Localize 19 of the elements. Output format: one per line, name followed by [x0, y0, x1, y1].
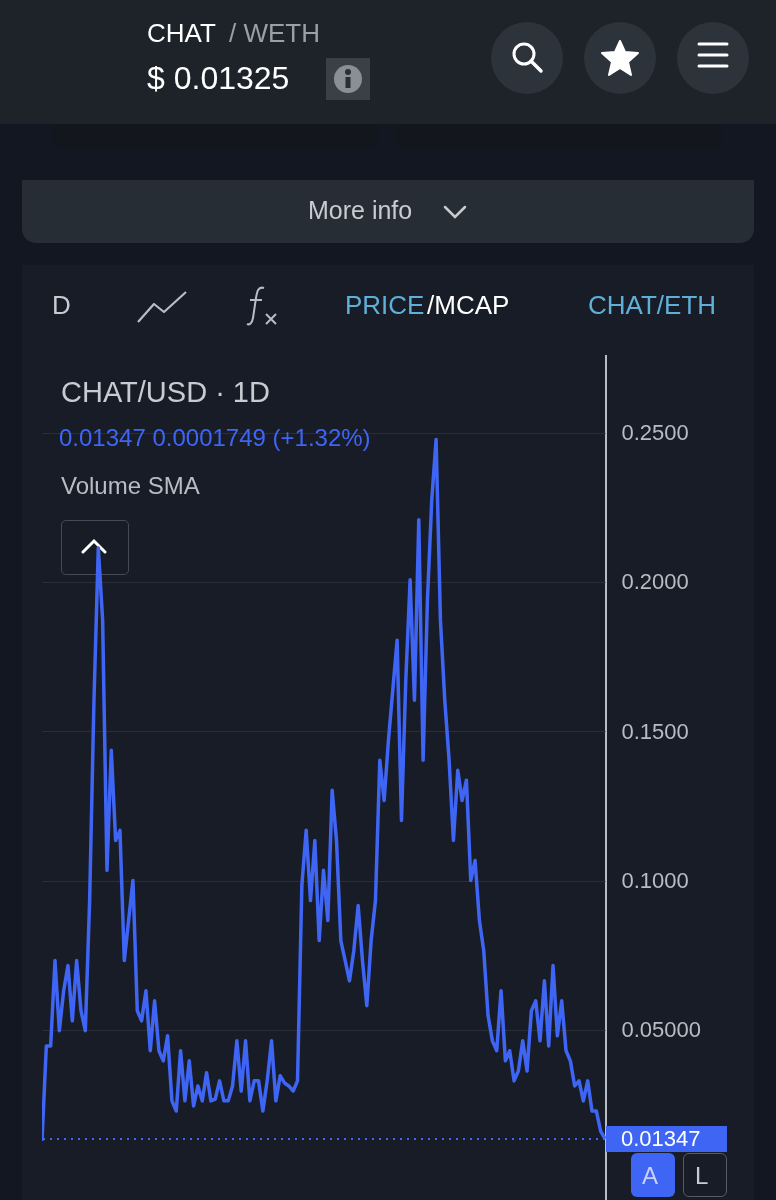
- text: CHAT: [147, 18, 216, 49]
- text: CHAT/USD · 1D: [61, 376, 270, 409]
- annotation: 0.01347 0.0001749 (+1.32%): [59, 424, 371, 452]
- text: L: [695, 1162, 709, 1190]
- text: D: [52, 290, 71, 321]
- y-tick-label: 0.05000: [621, 1017, 702, 1043]
- text: / WETH: [229, 18, 320, 49]
- y-tick-label: 0.1500: [621, 718, 689, 744]
- annotation: Volume SMA: [61, 472, 200, 500]
- text: A: [642, 1162, 659, 1190]
- y-tick-label: 0.2000: [621, 569, 689, 595]
- text: /MCAP: [427, 290, 510, 321]
- y-tick-label: 0.2500: [621, 420, 689, 446]
- ref-line-label: 0.01347: [621, 1125, 701, 1151]
- y-tick-label: 0.1000: [621, 868, 689, 894]
- text: $ 0.01325: [147, 60, 290, 97]
- text: More info: [308, 196, 413, 225]
- text: PRICE: [345, 290, 425, 321]
- text: CHAT/ETH: [588, 290, 717, 321]
